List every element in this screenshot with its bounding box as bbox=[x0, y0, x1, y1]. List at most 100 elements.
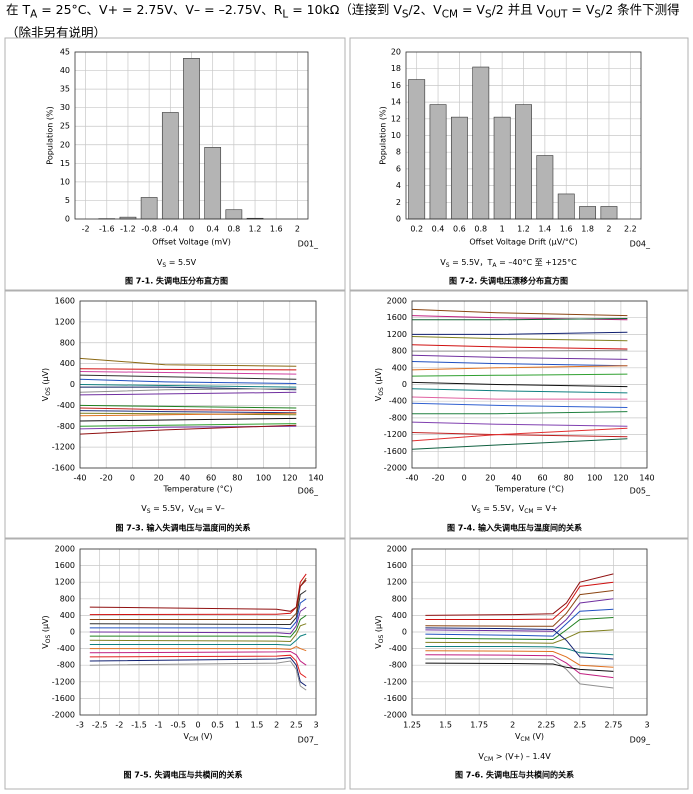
y-axis-label-part: (μV) bbox=[374, 368, 383, 387]
y-axis-label-part: OS bbox=[45, 634, 52, 643]
plot-frame bbox=[411, 548, 648, 716]
y-tick-label: 25 bbox=[60, 122, 70, 131]
y-tick-label: 1200 bbox=[387, 330, 407, 339]
line bbox=[411, 373, 628, 377]
line bbox=[79, 423, 297, 427]
line bbox=[89, 573, 307, 616]
y-tick-label: 10 bbox=[60, 177, 70, 186]
y-tick-label: 16 bbox=[391, 81, 401, 90]
x-axis-label: Temperature (°C) bbox=[494, 485, 564, 494]
y-tick-label: -400 bbox=[389, 397, 407, 406]
line bbox=[425, 581, 614, 620]
bar bbox=[450, 116, 468, 220]
line bbox=[79, 374, 297, 380]
y-tick-label: 4 bbox=[396, 181, 401, 190]
y-tick-label: -1600 bbox=[52, 464, 75, 473]
x-tick-label: 2 bbox=[274, 721, 279, 730]
bar bbox=[140, 197, 158, 220]
line bbox=[79, 388, 297, 393]
line bbox=[411, 365, 628, 371]
line bbox=[89, 660, 307, 691]
subtitle-part: CM bbox=[524, 508, 533, 515]
y-tick-label: 14 bbox=[391, 98, 401, 107]
bar bbox=[557, 193, 575, 220]
line bbox=[89, 623, 307, 643]
x-tick-label: 1.6 bbox=[560, 225, 573, 234]
line bbox=[89, 633, 307, 646]
y-tick-label: 2000 bbox=[387, 297, 407, 306]
y-tick-label: -1600 bbox=[384, 447, 407, 456]
y-tick-label: 2000 bbox=[55, 545, 75, 554]
x-tick-label: 2.2 bbox=[624, 225, 637, 234]
plot-frame bbox=[79, 300, 317, 469]
x-tick-label: 60 bbox=[206, 474, 216, 483]
line bbox=[425, 573, 614, 616]
y-axis-label: VOS (μV) bbox=[374, 615, 386, 648]
bar bbox=[429, 104, 447, 220]
line bbox=[79, 404, 297, 409]
annotation: D05_ bbox=[630, 487, 651, 496]
x-axis-label-part: V bbox=[515, 732, 521, 741]
x-axis-label-part: (V) bbox=[198, 732, 212, 741]
x-tick-label: 0.4 bbox=[432, 225, 445, 234]
subtitle-part: V bbox=[157, 258, 163, 267]
y-axis-label: VOS (μV) bbox=[41, 368, 53, 401]
line bbox=[411, 354, 628, 360]
panel bbox=[4, 538, 346, 790]
header-text: = 10kΩ（连接到 V bbox=[288, 2, 402, 17]
subtitle: VS = 5.5V，VCM = V+ bbox=[471, 504, 557, 516]
x-tick-label: 0.8 bbox=[227, 225, 240, 234]
header-text: S bbox=[401, 8, 409, 21]
subtitle-part: = V+ bbox=[534, 504, 558, 513]
header-text: L bbox=[282, 8, 289, 21]
line bbox=[411, 381, 628, 388]
x-axis-label: VCM (V) bbox=[183, 732, 212, 744]
bar bbox=[408, 79, 426, 220]
header-text: /2、V bbox=[408, 2, 442, 17]
x-tick-label: -40 bbox=[73, 474, 86, 483]
x-tick-label: 1.2 bbox=[517, 225, 530, 234]
x-tick-label: 20 bbox=[485, 474, 495, 483]
x-axis-label: Offset Voltage (mV) bbox=[152, 238, 231, 247]
header-text: = 25°C、V+ = 2.75V、V– = –2.75V、R bbox=[37, 2, 283, 17]
line bbox=[89, 606, 307, 635]
x-tick-label: -3 bbox=[76, 721, 84, 730]
y-tick-label: -1200 bbox=[384, 677, 407, 686]
annotation: D04_ bbox=[630, 240, 651, 249]
x-tick-label: 80 bbox=[232, 474, 242, 483]
y-tick-label: 12 bbox=[391, 114, 401, 123]
header-text: OUT bbox=[545, 8, 568, 21]
y-tick-label: 400 bbox=[60, 359, 75, 368]
subtitle-part: S bbox=[147, 508, 151, 515]
chart-title: 图 7-2. 失调电压漂移分布直方图 bbox=[449, 276, 568, 286]
x-tick-label: 120 bbox=[282, 474, 297, 483]
chart-title: 图 7-5. 失调电压与共模间的关系 bbox=[123, 770, 242, 780]
x-tick-label: -1.5 bbox=[131, 721, 147, 730]
y-tick-label: 18 bbox=[391, 64, 401, 73]
x-tick-label: 2.5 bbox=[573, 721, 586, 730]
y-tick-label: -2000 bbox=[384, 464, 407, 473]
y-tick-label: 800 bbox=[60, 594, 75, 603]
chart-title: 图 7-3. 输入失调电压与温度间的关系 bbox=[115, 523, 250, 533]
bar bbox=[536, 155, 554, 220]
panel bbox=[349, 290, 689, 539]
bar bbox=[472, 66, 490, 220]
bar bbox=[515, 104, 532, 220]
y-axis-label: Population (%) bbox=[379, 106, 388, 164]
y-axis-label: VOS (μV) bbox=[374, 368, 386, 401]
bar bbox=[600, 206, 618, 220]
line bbox=[411, 402, 628, 408]
x-tick-label: -1.2 bbox=[120, 225, 136, 234]
line bbox=[79, 378, 297, 384]
y-axis-label-part: V bbox=[374, 395, 383, 401]
y-tick-label: 40 bbox=[60, 66, 70, 75]
x-tick-label: 0.2 bbox=[410, 225, 423, 234]
x-tick-label: -2.5 bbox=[92, 721, 108, 730]
header-text: = V bbox=[567, 2, 595, 17]
bar bbox=[493, 116, 511, 220]
subtitle-part: = 5.5V bbox=[166, 258, 197, 267]
y-tick-label: 0 bbox=[402, 628, 407, 637]
subtitle-part: CM bbox=[194, 508, 203, 515]
x-tick-label: 0.5 bbox=[211, 721, 224, 730]
